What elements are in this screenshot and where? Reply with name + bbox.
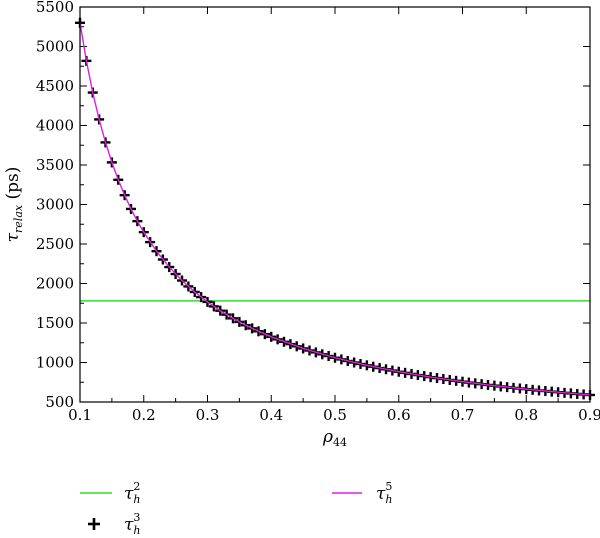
x-axis-label: ρ44 [322, 427, 347, 449]
plot-frame [79, 6, 591, 403]
legend: τ2 h τ3 h τ5 h [80, 480, 393, 537]
y-tick-label: 2000 [36, 275, 74, 293]
y-axis-label: τrelax (ps) [3, 167, 25, 243]
y-tick-label: 4500 [36, 77, 74, 95]
x-tick-label: 0.1 [68, 406, 92, 424]
legend-label: τ2 h [124, 480, 141, 506]
y-tick-label: 1000 [36, 354, 74, 372]
y-tick-label: 1500 [36, 314, 74, 332]
legend-item-3: τ5 h [332, 480, 393, 506]
x-tick-label: 0.6 [387, 406, 411, 424]
x-tick-label: 0.9 [578, 406, 600, 424]
x-tick-label: 0.7 [451, 406, 475, 424]
y-tick-label: 3500 [36, 156, 74, 174]
legend-label: τ3 h [124, 511, 141, 537]
y-tick-label: 5000 [36, 38, 74, 56]
y-tick-label: 4000 [36, 117, 74, 135]
y-tick-label: 5500 [36, 0, 74, 16]
plot-series [75, 17, 595, 400]
y-tick-label: 500 [45, 393, 74, 411]
legend-item-1: τ2 h [80, 480, 141, 506]
axis-labels: 0.1 0.2 0.3 0.4 0.5 0.6 0.7 0.8 0.9 500 1000 1500 20… [3, 0, 600, 449]
legend-label: τ5 h [376, 480, 393, 506]
series-line-3 [79, 22, 591, 396]
x-tick-label: 0.5 [323, 406, 347, 424]
x-tick-label: 0.4 [259, 406, 283, 424]
x-tick-label: 0.8 [514, 406, 538, 424]
y-tick-label: 2500 [36, 235, 74, 253]
x-tick-label: 0.3 [196, 406, 220, 424]
y-tick-label: 3000 [36, 196, 74, 214]
axis-ticks [79, 6, 591, 403]
x-tick-label: 0.2 [132, 406, 156, 424]
legend-item-2: τ3 h [88, 511, 141, 537]
